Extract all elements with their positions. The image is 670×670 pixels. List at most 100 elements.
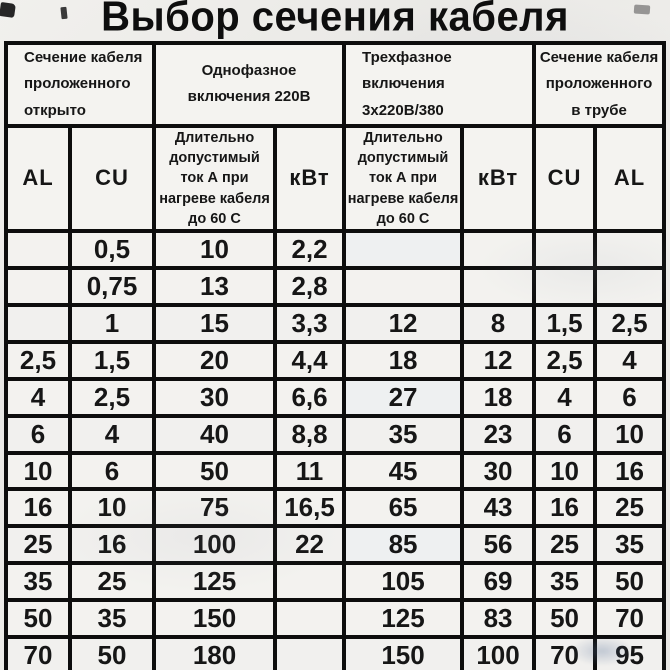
data-cell: 25 — [67, 561, 157, 603]
page-title: Выбор сечения кабеля — [101, 0, 569, 40]
cable-selection-table: Сечение кабеля проложенного открыто Одно… — [3, 41, 667, 670]
data-cell — [342, 229, 465, 271]
data-cell: 83 — [460, 598, 537, 640]
table-row: 4 2,5 30 6,6 27 18 4 6 — [4, 376, 667, 418]
data-cell: 50 — [67, 635, 157, 670]
column-header-al-pipe: AL — [593, 123, 667, 234]
data-cell: 45 — [342, 450, 465, 492]
data-cell: 10 — [593, 413, 667, 455]
data-cell — [593, 266, 667, 308]
table-body: 0,5 10 2,2 0,75 13 2,8 1 15 3,3 12 8 1,5 2,5 2,5 1,5 20… — [4, 229, 667, 670]
data-cell — [460, 266, 537, 308]
data-cell: 50 — [532, 598, 598, 640]
data-cell: 2,5 — [4, 339, 72, 381]
data-cell — [593, 229, 667, 271]
data-cell: 1 — [67, 303, 157, 344]
data-cell — [4, 229, 72, 271]
table-row: 50 35 150 125 83 50 70 — [4, 598, 667, 640]
column-header-current-single-phase: Длительно допустимый ток А при нагреве к… — [152, 123, 278, 234]
data-cell: 125 — [152, 561, 278, 603]
data-cell: 2,5 — [67, 376, 157, 418]
data-cell: 2,5 — [532, 339, 598, 381]
data-cell: 100 — [152, 524, 278, 566]
subheader-row: AL CU Длительно допустимый ток А при наг… — [4, 123, 667, 234]
data-cell: 6 — [532, 413, 598, 455]
data-cell: 27 — [342, 376, 465, 418]
data-cell: 10 — [152, 229, 278, 271]
data-cell: 125 — [342, 598, 465, 640]
data-cell: 16,5 — [273, 487, 347, 529]
data-cell: 25 — [593, 487, 667, 529]
column-header-kw-single-phase: кВт — [273, 123, 347, 234]
data-cell: 2,5 — [593, 303, 667, 344]
data-cell: 0,75 — [67, 266, 157, 308]
data-cell: 180 — [152, 635, 278, 670]
data-cell: 1,5 — [532, 303, 598, 344]
column-header-current-three-phase: Длительно допустимый ток А при нагреве к… — [342, 123, 465, 234]
column-header-al-open: AL — [4, 123, 72, 234]
data-cell: 70 — [532, 635, 598, 670]
table-row: 0,5 10 2,2 — [4, 229, 667, 271]
data-cell: 69 — [460, 561, 537, 603]
data-cell: 35 — [67, 598, 157, 640]
data-cell: 6,6 — [273, 376, 347, 418]
data-cell: 13 — [152, 266, 278, 308]
data-cell: 16 — [532, 487, 598, 529]
table-row: 2,5 1,5 20 4,4 18 12 2,5 4 — [4, 339, 667, 381]
data-cell: 50 — [4, 598, 72, 640]
group-header-row: Сечение кабеля проложенного открыто Одно… — [3, 41, 667, 128]
data-cell: 4 — [67, 413, 157, 455]
table-row: 16 10 75 16,5 65 43 16 25 — [4, 487, 667, 529]
data-cell: 25 — [532, 524, 598, 566]
data-cell: 4 — [532, 376, 598, 418]
data-cell: 43 — [460, 487, 537, 529]
data-cell: 6 — [67, 450, 157, 492]
data-cell: 3,3 — [273, 303, 347, 344]
data-cell: 2,8 — [273, 266, 347, 308]
data-cell: 50 — [152, 450, 278, 492]
data-cell — [532, 229, 598, 271]
data-cell — [273, 598, 347, 640]
data-cell: 16 — [4, 487, 72, 529]
data-cell: 35 — [4, 561, 72, 603]
column-header-cu-open: CU — [67, 123, 157, 234]
data-cell — [342, 266, 465, 308]
data-cell: 6 — [4, 413, 72, 455]
data-cell: 22 — [273, 524, 347, 566]
data-cell: 30 — [152, 376, 278, 418]
group-header-laid-open: Сечение кабеля проложенного открыто — [3, 41, 157, 128]
data-cell: 12 — [460, 339, 537, 381]
data-cell: 12 — [342, 303, 465, 344]
data-cell: 15 — [152, 303, 278, 344]
data-cell: 2,2 — [273, 229, 347, 271]
data-cell: 35 — [532, 561, 598, 603]
data-cell: 20 — [152, 339, 278, 381]
data-cell: 4,4 — [273, 339, 347, 381]
data-cell: 30 — [460, 450, 537, 492]
data-cell: 1,5 — [67, 339, 157, 381]
data-cell: 4 — [593, 339, 667, 381]
group-header-three-phase-380v: Трехфазное включения 3х220В/380 — [342, 41, 537, 128]
data-cell: 11 — [273, 450, 347, 492]
data-cell: 50 — [593, 561, 667, 603]
data-cell: 95 — [593, 635, 667, 670]
data-cell — [4, 266, 72, 308]
group-header-laid-in-pipe: Сечение кабеля проложенного в трубе — [532, 41, 667, 128]
data-cell: 35 — [342, 413, 465, 455]
data-cell: 4 — [4, 376, 72, 418]
data-cell: 16 — [67, 524, 157, 566]
data-cell: 40 — [152, 413, 278, 455]
table-row: 1 15 3,3 12 8 1,5 2,5 — [4, 303, 667, 344]
data-cell: 70 — [593, 598, 667, 640]
data-cell: 18 — [460, 376, 537, 418]
data-cell: 25 — [4, 524, 72, 566]
table-row: 10 6 50 11 45 30 10 16 — [4, 450, 667, 492]
data-cell: 18 — [342, 339, 465, 381]
table-row: 6 4 40 8,8 35 23 6 10 — [4, 413, 667, 455]
column-header-cu-pipe: CU — [532, 123, 598, 234]
data-cell — [273, 561, 347, 603]
data-cell: 6 — [593, 376, 667, 418]
data-cell: 35 — [593, 524, 667, 566]
data-cell — [4, 303, 72, 344]
